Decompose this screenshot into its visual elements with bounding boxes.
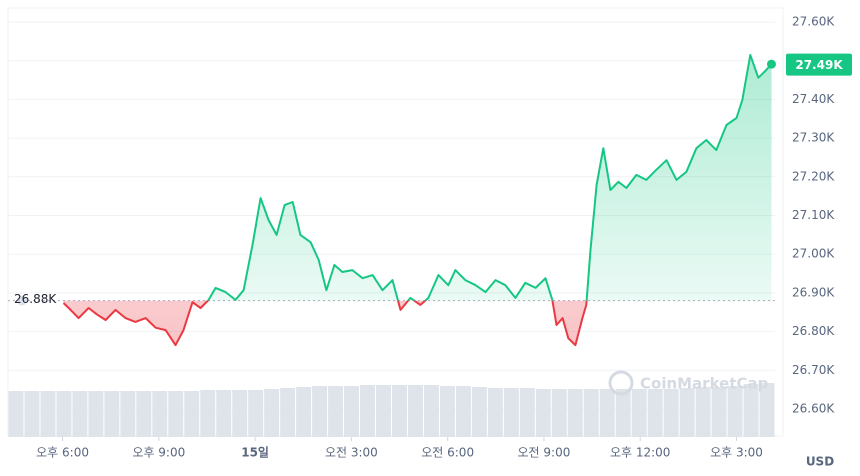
volume-bar [280, 388, 296, 437]
x-tick-label: 오전 6:00 [421, 446, 474, 460]
volume-bar [184, 391, 200, 437]
y-tick-label: 27.10K [792, 208, 835, 222]
volume-bar [583, 389, 599, 437]
volume-bar [216, 390, 232, 437]
volume-bar [631, 389, 647, 437]
currency-label: USD [806, 455, 834, 469]
area-up [63, 54, 772, 301]
watermark: CoinMarketCap [640, 375, 769, 393]
volume-bar [503, 388, 519, 437]
x-tick-label: 오후 3:00 [710, 446, 763, 460]
volume-bar [439, 386, 455, 437]
watermark-logo [608, 370, 634, 396]
volume-bar [551, 389, 567, 437]
volume-bar [599, 389, 615, 437]
volume-bar [264, 389, 280, 437]
y-tick-label: 27.30K [792, 131, 835, 145]
volume-bar [40, 391, 56, 437]
line-down [62, 300, 588, 347]
area-down [63, 300, 587, 346]
volume-bar [711, 387, 727, 437]
baseline-dot [17, 295, 27, 306]
volume-bar [487, 388, 503, 437]
price-tag [786, 53, 852, 76]
volume-bar [88, 391, 104, 437]
volume-bar [647, 389, 663, 437]
volume-bar [56, 391, 72, 437]
x-tick-label: 오전 9:00 [518, 446, 571, 460]
volume-bar [136, 391, 152, 437]
volume-bar [567, 389, 583, 437]
volume-bar [727, 386, 743, 437]
volume-bar [104, 391, 120, 437]
baseline-label: 26.88K [14, 292, 57, 306]
volume-bar [344, 386, 360, 437]
x-tick-label: 오후 6:00 [36, 446, 89, 460]
volume-bar [72, 391, 88, 437]
price-tag-label: 27.49K [795, 58, 843, 72]
volume-bar [695, 387, 711, 437]
y-tick-label: 27.20K [792, 169, 835, 183]
volume-bar [24, 391, 40, 437]
volume-bar [407, 385, 423, 437]
volume-bar [392, 385, 407, 437]
volume-bar [232, 390, 248, 437]
volume-bar [168, 391, 184, 437]
volume-bar [8, 391, 24, 437]
volume-bar [120, 391, 136, 437]
volume-bar [519, 388, 535, 437]
volume-bar [376, 385, 391, 437]
y-tick-label: 26.70K [792, 363, 835, 377]
y-tick-label: 26.80K [792, 324, 835, 338]
volume-bar [535, 389, 551, 437]
volume-bar [759, 383, 775, 437]
volume-bar [360, 385, 376, 437]
volume-bar [248, 390, 264, 437]
y-tick-label: 27.60K [792, 15, 835, 29]
line-up [206, 53, 773, 301]
volume-bar [743, 384, 759, 437]
y-tick-label: 27.00K [792, 247, 835, 261]
volume-bar [455, 386, 471, 437]
volume-bar [200, 390, 216, 437]
volume-bar [312, 386, 328, 437]
y-tick-label: 26.90K [792, 285, 835, 299]
y-tick-label: 26.60K [792, 402, 835, 416]
volume-bar [663, 389, 679, 437]
volume-bar [471, 387, 487, 437]
x-tick-label: 오후 12:00 [610, 446, 670, 460]
volume-bar [679, 388, 695, 437]
volume-bar [152, 391, 168, 437]
volume-bar [328, 386, 344, 437]
y-tick-label: 27.40K [792, 92, 835, 106]
x-tick-label: 오후 9:00 [132, 446, 185, 460]
last-point [766, 59, 776, 69]
volume-bar [423, 385, 439, 437]
x-tick-label: 15일 [241, 446, 269, 460]
volume-bar [615, 389, 631, 437]
volume-bar [296, 387, 312, 437]
x-tick-label: 오전 3:00 [325, 446, 378, 460]
